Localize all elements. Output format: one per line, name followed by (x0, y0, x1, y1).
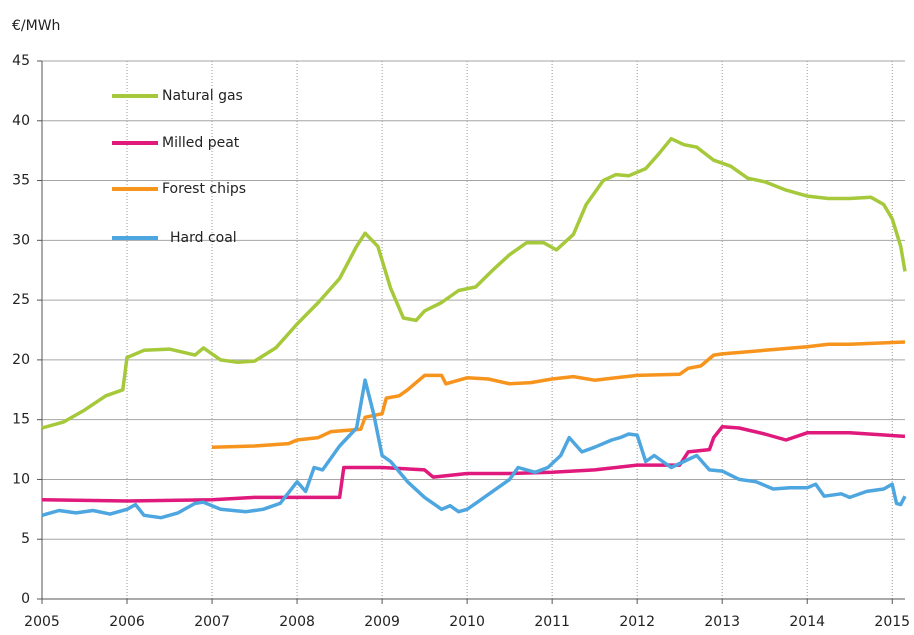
y-tick-label: 40 (12, 113, 30, 129)
y-tick-label: 45 (12, 53, 30, 69)
x-tick-label: 2009 (364, 614, 400, 630)
x-tick-label: 2011 (534, 614, 570, 630)
y-tick-label: 30 (12, 232, 30, 248)
legend-label: Forest chips (162, 181, 246, 197)
x-tick-label: 2014 (789, 614, 825, 630)
y-tick-label: 20 (12, 352, 30, 368)
y-tick-label: 35 (12, 173, 30, 189)
y-tick-label: 10 (12, 471, 30, 487)
series-line (41, 425, 906, 503)
x-tick-label: 2015 (874, 614, 910, 630)
x-tick-label: 2010 (449, 614, 485, 630)
legend-label: Hard coal (170, 230, 237, 246)
x-tick-label: 2013 (704, 614, 740, 630)
legend-label: Milled peat (162, 135, 240, 151)
y-tick-label: 0 (21, 591, 30, 607)
x-tick-label: 2012 (619, 614, 655, 630)
series-line (211, 340, 906, 449)
y-tick-label: 5 (21, 531, 30, 547)
x-tick-label: 2007 (194, 614, 230, 630)
legend-label: Natural gas (162, 88, 243, 104)
series-line (41, 378, 907, 520)
series-line (41, 136, 907, 430)
x-tick-label: 2005 (24, 614, 60, 630)
y-axis-label: €/MWh (12, 18, 60, 34)
x-tick-label: 2006 (109, 614, 145, 630)
x-tick-label: 2008 (279, 614, 315, 630)
y-tick-label: 25 (12, 292, 30, 308)
y-tick-label: 15 (12, 412, 30, 428)
